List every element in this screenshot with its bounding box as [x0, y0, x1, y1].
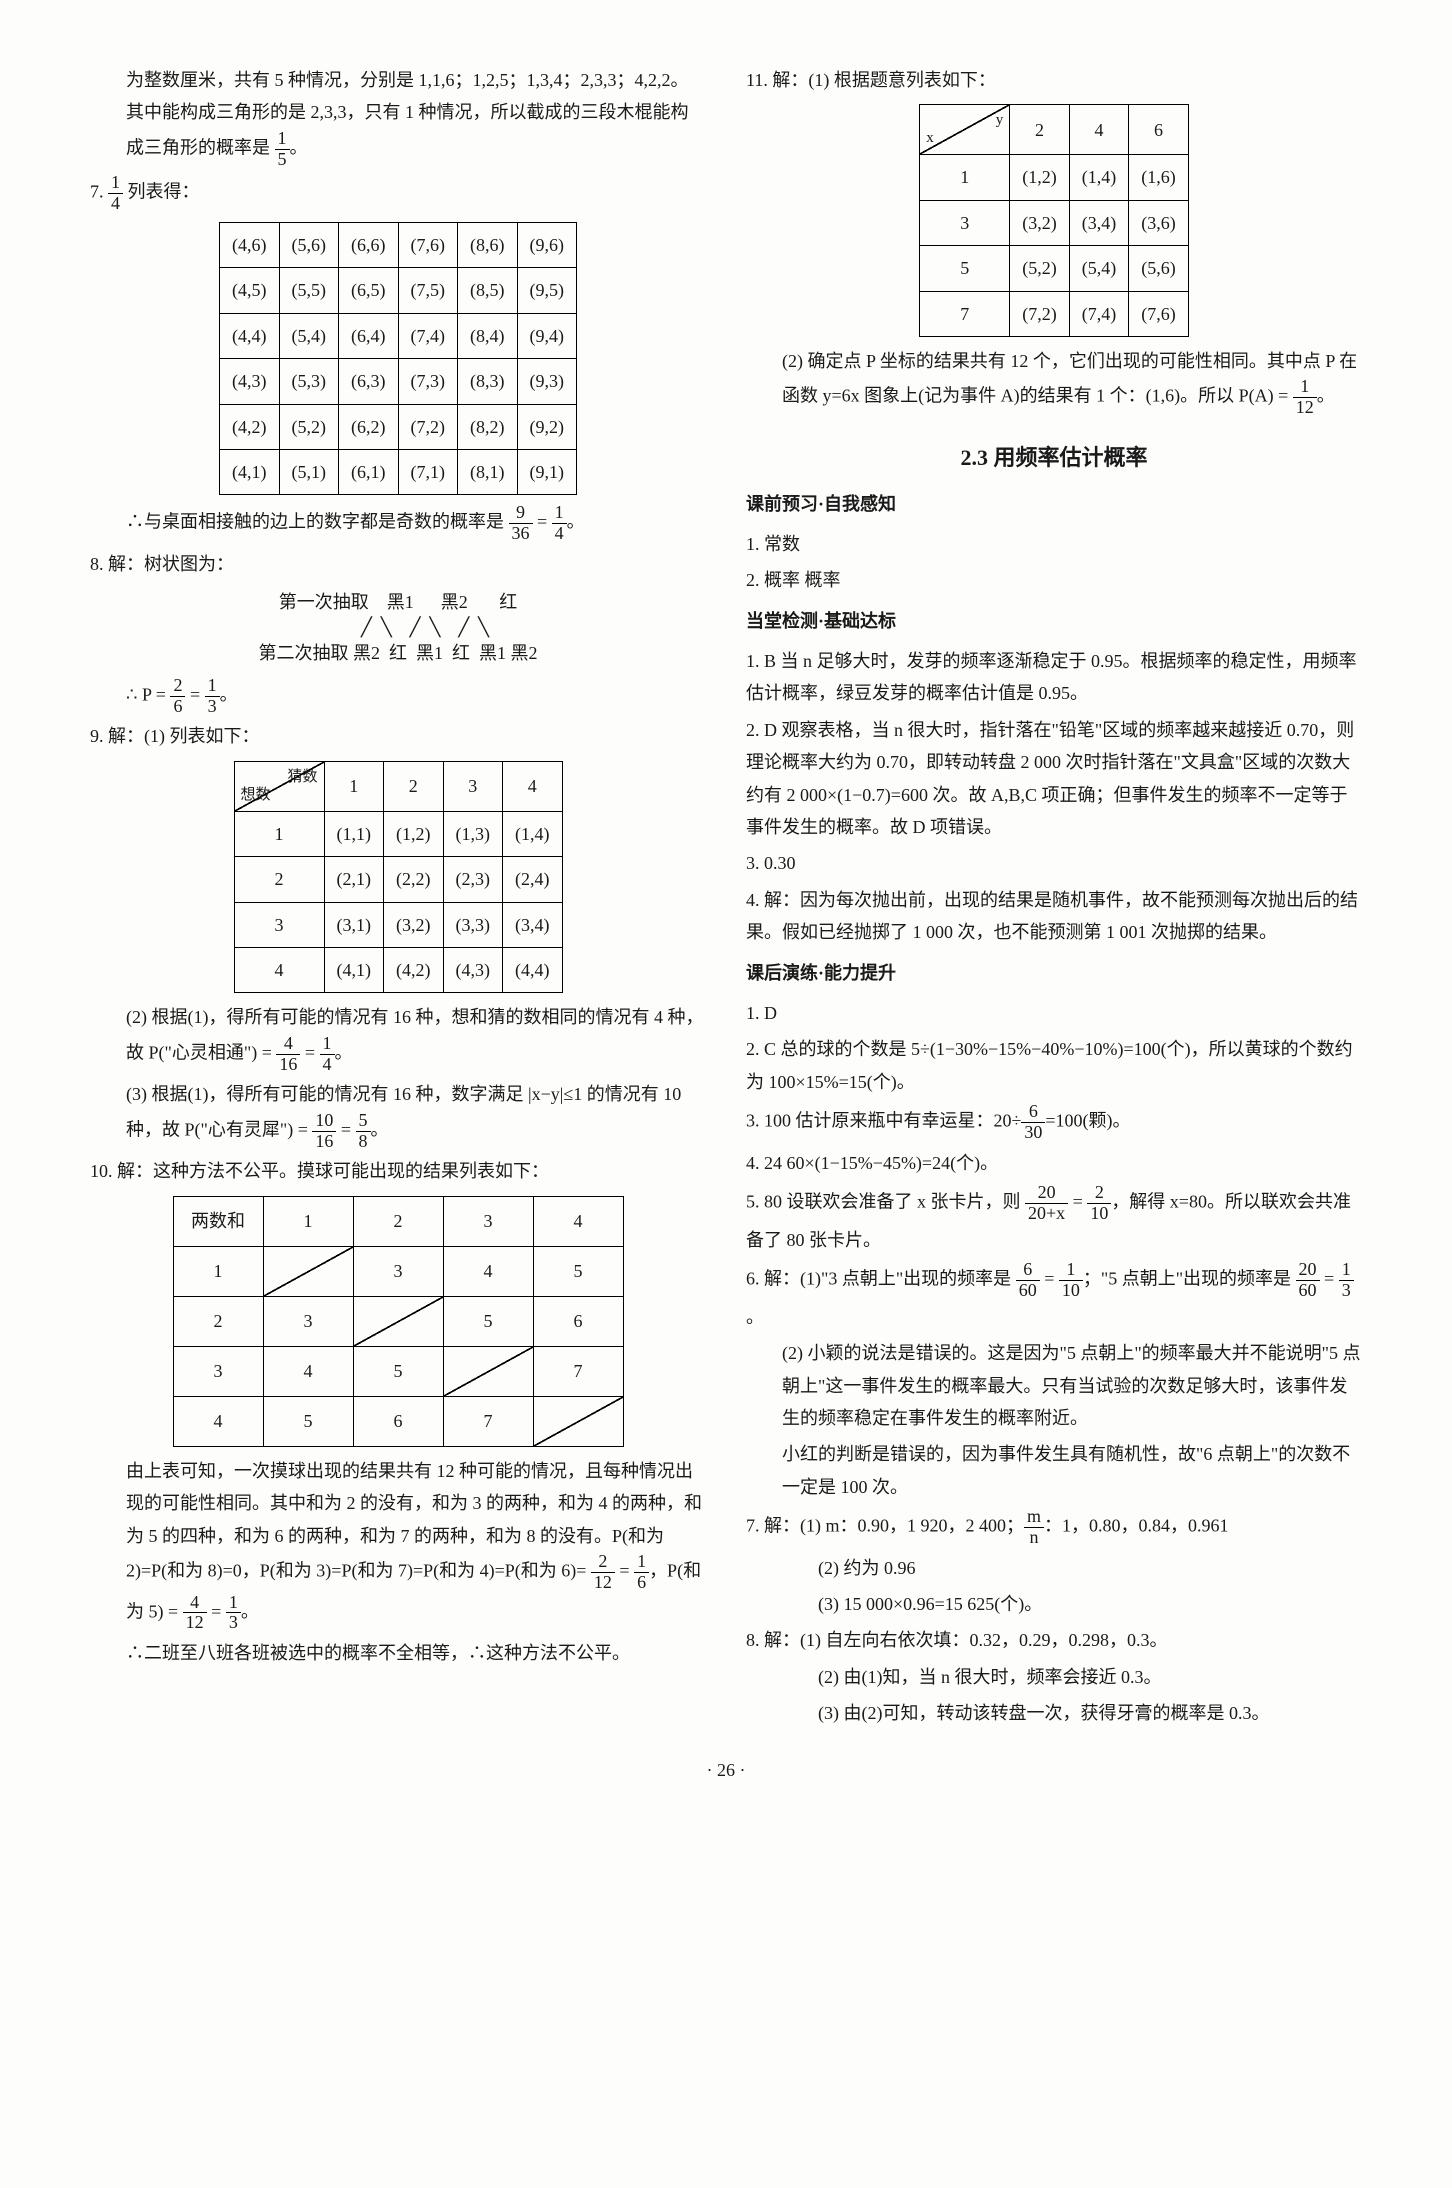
- m1: 1. B 当 n 足够大时，发芽的频率逐渐稳定于 0.95。根据频率的稳定性，用…: [746, 645, 1362, 710]
- post-heading: 课后演练·能力提升: [746, 957, 1362, 989]
- q9-2: (2) 根据(1)，得所有可能的情况有 16 种，想和猜的数相同的情况有 4 种…: [90, 1001, 706, 1074]
- table-7: (4,6)(5,6)(6,6)(7,6)(8,6)(9,6) (4,5)(5,5…: [219, 222, 577, 495]
- right-column: 11. 解：(1) 根据题意列表如下： yx246 1(1,2)(1,4)(1,…: [746, 60, 1362, 1734]
- left-column: 为整数厘米，共有 5 种情况，分别是 1,1,6；1,2,5；1,3,4；2,3…: [90, 60, 706, 1734]
- mid-heading: 当堂检测·基础达标: [746, 605, 1362, 637]
- q11-2: (2) 确定点 P 坐标的结果共有 12 个，它们出现的可能性相同。其中点 P …: [746, 345, 1362, 418]
- pre-1: 1. 常数: [746, 528, 1362, 560]
- m4: 4. 解：因为每次抛出前，出现的结果是随机事件，故不能预测每次抛出后的结果。假如…: [746, 884, 1362, 949]
- p6-1: 6. 解：(1)"3 点朝上"出现的频率是 660 = 110；"5 点朝上"出…: [746, 1260, 1362, 1333]
- q9-3: (3) 根据(1)，得所有可能的情况有 16 种，数字满足 |x−y|≤1 的情…: [90, 1078, 706, 1151]
- p7-2: (2) 约为 0.96: [746, 1552, 1362, 1584]
- p8-1: 8. 解：(1) 自左向右依次填：0.32，0.29，0.298，0.3。: [746, 1624, 1362, 1656]
- q8-result: ∴ P = 26 = 13。: [90, 676, 706, 717]
- p6-2: (2) 小颖的说法是错误的。这是因为"5 点朝上"的频率最大并不能说明"5 点朝…: [746, 1337, 1362, 1434]
- p5: 5. 80 设联欢会准备了 x 张卡片，则 2020+x = 210，解得 x=…: [746, 1183, 1362, 1256]
- table-9: 猜数想数1234 1(1,1)(1,2)(1,3)(1,4) 2(2,1)(2,…: [234, 761, 563, 994]
- p7-3: (3) 15 000×0.96=15 625(个)。: [746, 1588, 1362, 1620]
- tree-diagram: 第一次抽取 黑1 黑2 红 ╱ ╲ ╱ ╲ ╱ ╲ 第二次抽取 黑2 红 黑1 …: [90, 590, 706, 666]
- q10-end: ∴二班至八班各班被选中的概率不全相等，∴这种方法不公平。: [90, 1637, 706, 1669]
- table-11: yx246 1(1,2)(1,4)(1,6) 3(3,2)(3,4)(3,6) …: [919, 104, 1189, 337]
- m3: 3. 0.30: [746, 847, 1362, 879]
- m2: 2. D 观察表格，当 n 很大时，指针落在"铅笔"区域的频率越来越接近 0.7…: [746, 714, 1362, 844]
- q7-conclusion: ∴与桌面相接触的边上的数字都是奇数的概率是 936 = 14。: [90, 503, 706, 544]
- q8: 8. 解：树状图为：: [90, 548, 706, 580]
- p8-2: (2) 由(1)知，当 n 很大时，频率会接近 0.3。: [746, 1661, 1362, 1693]
- q9: 9. 解：(1) 列表如下：: [90, 720, 706, 752]
- preview-heading: 课前预习·自我感知: [746, 488, 1362, 520]
- section-title: 2.3 用频率估计概率: [746, 438, 1362, 478]
- p6-3: 小红的判断是错误的，因为事件发生具有随机性，故"6 点朝上"的次数不一定是 10…: [746, 1438, 1362, 1503]
- q10-body: 由上表可知，一次摸球出现的结果共有 12 种可能的情况，且每种情况出现的可能性相…: [90, 1455, 706, 1633]
- p2: 2. C 总的球的个数是 5÷(1−30%−15%−40%−10%)=100(个…: [746, 1033, 1362, 1098]
- p7-1: 7. 解：(1) m：0.90，1 920，2 400；mn：1，0.80，0.…: [746, 1507, 1362, 1548]
- p4: 4. 24 60×(1−15%−45%)=24(个)。: [746, 1147, 1362, 1179]
- q10: 10. 解：这种方法不公平。摸球可能出现的结果列表如下：: [90, 1155, 706, 1187]
- p3: 3. 100 估计原来瓶中有幸运星：20÷630=100(颗)。: [746, 1102, 1362, 1143]
- q7: 7. 14 列表得：: [90, 173, 706, 214]
- q11: 11. 解：(1) 根据题意列表如下：: [746, 64, 1362, 96]
- pre-2: 2. 概率 概率: [746, 564, 1362, 596]
- p8-3: (3) 由(2)可知，转动该转盘一次，获得牙膏的概率是 0.3。: [746, 1697, 1362, 1729]
- page-number: · 26 ·: [90, 1754, 1362, 1786]
- intro-text: 为整数厘米，共有 5 种情况，分别是 1,1,6；1,2,5；1,3,4；2,3…: [90, 64, 706, 169]
- p1: 1. D: [746, 997, 1362, 1029]
- table-10: 两数和1234 1345 2356 3457 4567: [173, 1196, 624, 1447]
